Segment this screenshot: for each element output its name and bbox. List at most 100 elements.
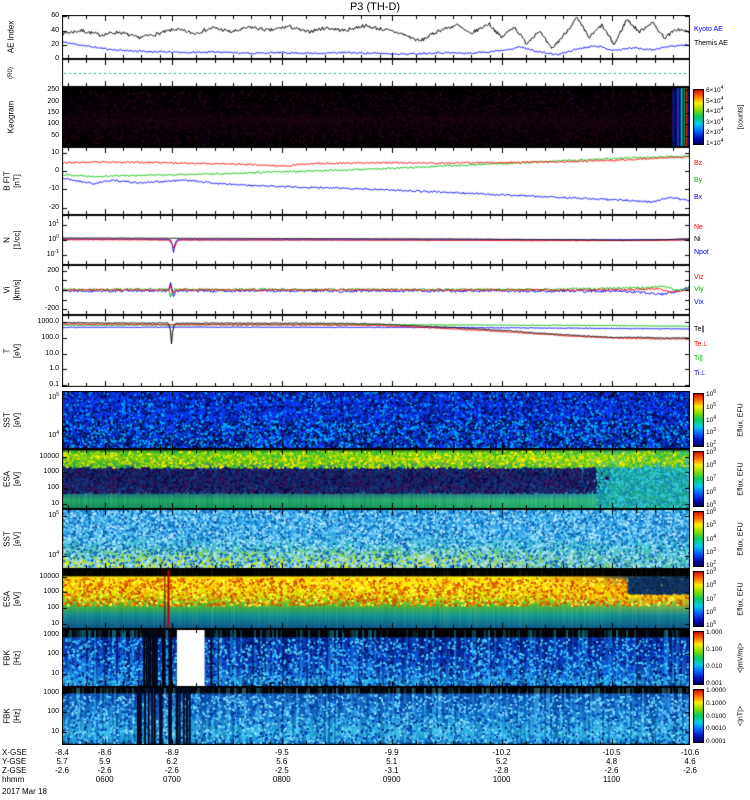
panel-esa-i-ytick: 1000 bbox=[43, 588, 59, 596]
panel-ae bbox=[62, 15, 690, 59]
panel-velocity-series-label: Viy bbox=[694, 286, 704, 293]
x-axis-value: 1100 bbox=[602, 775, 621, 784]
panel-bfit bbox=[62, 147, 690, 215]
x-axis-value: 0800 bbox=[272, 775, 291, 784]
panel-sst-e-colorbar bbox=[693, 393, 704, 447]
panel-keogram-colorbar-tick: 2×104 bbox=[706, 127, 724, 137]
panel-sst-e-ylabel: SST bbox=[2, 412, 12, 428]
panel-esa-i-colorbar-tick: 106 bbox=[706, 606, 717, 616]
panel-temperature-ytick: 1000.0 bbox=[37, 318, 59, 326]
panel-esa-e-colorbar-tick: 105 bbox=[706, 499, 717, 509]
panel-velocity-ylabel: Vi bbox=[2, 286, 12, 294]
panel-esa-e-colorbar-tick: 106 bbox=[706, 486, 717, 496]
panel-esa-i-colorbar bbox=[693, 571, 704, 627]
panel-sst-e-ytick: 104 bbox=[48, 430, 59, 440]
panel-esa-i-ylabel: ESA bbox=[2, 590, 12, 608]
panel-keogram-colorbar-tick: 5×104 bbox=[706, 95, 724, 105]
panel-keogram-colorbar-tick: 1×104 bbox=[706, 137, 724, 147]
plot-title: P3 (TH-D) bbox=[349, 1, 401, 13]
panel-fbk-b bbox=[62, 687, 690, 745]
panel-velocity-series-label: Vix bbox=[694, 298, 704, 306]
x-axis-value: 4.6 bbox=[684, 757, 696, 766]
panel-fbk-b-colorbar-tick: 0.0001 bbox=[706, 737, 726, 745]
x-axis-value: -10.5 bbox=[602, 748, 621, 757]
x-axis-value: -10.2 bbox=[492, 748, 511, 757]
panel-esa-i-ytick: 10000 bbox=[39, 572, 59, 580]
panel-keogram-ytick: 100 bbox=[47, 120, 59, 128]
panel-sst-e-colorbar-tick: 104 bbox=[706, 414, 717, 424]
x-axis-value: -10.6 bbox=[680, 748, 700, 757]
panel-sst-i-colorbar-tick: 104 bbox=[706, 533, 717, 543]
panel-velocity-ytick: -200 bbox=[44, 305, 59, 313]
panel-esa-e-colorbar-tick: 108 bbox=[706, 460, 717, 470]
x-axis-value: 0900 bbox=[382, 775, 401, 784]
panel-temperature-ylabel: T bbox=[2, 348, 12, 354]
panel-density-ytick: 100 bbox=[48, 234, 59, 243]
x-axis-value: 5.6 bbox=[276, 757, 288, 766]
x-axis-value: -3.1 bbox=[384, 766, 399, 775]
panel-flag bbox=[62, 59, 690, 87]
panel-velocity-ytick: 200 bbox=[47, 266, 59, 274]
panel-fbk-e-colorbar-tick: 0.010 bbox=[706, 662, 723, 670]
panel-bfit-ytick: 0 bbox=[55, 166, 59, 174]
panel-density bbox=[62, 215, 690, 265]
panel-sst-i-ytick: 105 bbox=[48, 510, 59, 520]
panel-fbk-e-colorbar-tick: 1.000 bbox=[706, 629, 723, 637]
panel-sst-i-colorbar-tick: 103 bbox=[706, 546, 717, 556]
panel-sst-i-colorbar bbox=[693, 511, 704, 567]
panel-sst-i-colorbar-tick: 105 bbox=[706, 520, 717, 530]
x-axis-value: -2.5 bbox=[274, 766, 289, 775]
panel-fbk-b-colorbar-tick: 1.0000 bbox=[706, 687, 726, 695]
x-axis-row-label-x-gse: X-GSE bbox=[2, 748, 27, 757]
x-axis-value: -9.9 bbox=[384, 748, 399, 757]
panel-bfit-ytick: -10 bbox=[48, 185, 59, 193]
panel-velocity bbox=[62, 265, 690, 315]
panel-fbk-b-colorbar-tick: 0.0100 bbox=[706, 712, 726, 720]
panel-fbk-e-colorbar-tick: 0.100 bbox=[706, 646, 723, 654]
panel-keogram bbox=[62, 87, 690, 147]
panel-keogram-colorbar-tick: 6×104 bbox=[706, 85, 724, 95]
panel-esa-e-ytick: 1000 bbox=[43, 468, 59, 476]
panel-fbk-e-ytick: 10 bbox=[51, 669, 59, 677]
panel-sst-i-ytick: 104 bbox=[48, 549, 59, 559]
panel-esa-i-ytick: 100 bbox=[47, 604, 59, 612]
panel-temperature-ytick: 100.0 bbox=[41, 333, 59, 341]
panel-keogram-ytick: 200 bbox=[47, 97, 59, 105]
panel-sst-i-colorbar-tick: 102 bbox=[706, 559, 717, 569]
panel-fbk-b-colorbar-unit: <|nT|> bbox=[737, 706, 745, 726]
x-axis-value: -2.6 bbox=[604, 766, 619, 775]
panel-temperature-ytick: 0.1 bbox=[49, 380, 59, 388]
panel-esa-e-colorbar-tick: 107 bbox=[706, 473, 717, 483]
panel-sst-e-colorbar-tick: 105 bbox=[706, 401, 717, 411]
panel-bfit-series-label: Bz bbox=[694, 160, 703, 167]
panel-sst-i-colorbar-tick: 106 bbox=[706, 507, 717, 517]
panel-temperature-series-label: Te∥ bbox=[694, 326, 705, 334]
panel-fbk-e bbox=[62, 629, 690, 687]
panel-sst-e-colorbar-tick: 106 bbox=[706, 389, 717, 399]
panel-velocity-ytick: 0 bbox=[55, 286, 59, 293]
panel-esa-e-ylabel: ESA bbox=[2, 470, 12, 488]
panel-keogram-ylabel: Keogram bbox=[6, 100, 16, 134]
panel-keogram-ytick: 50 bbox=[51, 131, 59, 139]
panel-velocity-series-label: Viz bbox=[694, 273, 704, 281]
panel-esa-i-ytick: 10 bbox=[51, 620, 59, 628]
panel-esa-e-colorbar-unit: Eflux, EFU bbox=[737, 462, 745, 496]
panel-sst-e-colorbar-tick: 103 bbox=[706, 427, 717, 437]
panel-sst-i-colorbar-unit: Eflux, EFU bbox=[737, 522, 745, 556]
x-axis-value: -2.8 bbox=[494, 766, 509, 775]
panel-temperature-ytick: 10.0 bbox=[45, 349, 59, 357]
x-axis-value: -2.6 bbox=[164, 766, 179, 775]
panel-fbk-e-ytick: 1000 bbox=[43, 630, 59, 638]
panel-fbk-b-ylabel: FBK bbox=[2, 708, 12, 724]
panel-fbk-e-ylabel: FBK bbox=[2, 650, 12, 666]
x-axis-row-label-hhmm: hhmm bbox=[2, 775, 25, 784]
panel-fbk-e-colorbar-tick: 0.001 bbox=[706, 679, 723, 687]
panel-density-series-label: Npot bbox=[694, 248, 709, 256]
panel-fbk-b-ytick: 100 bbox=[47, 708, 59, 716]
panel-sst-e-colorbar-tick: 102 bbox=[706, 439, 717, 449]
panel-ae-series-label: Themis AE bbox=[694, 40, 728, 48]
panel-ae-ytick: 40 bbox=[51, 26, 59, 34]
x-axis-value: 5.9 bbox=[99, 757, 111, 766]
panel-keogram-colorbar bbox=[693, 89, 704, 145]
